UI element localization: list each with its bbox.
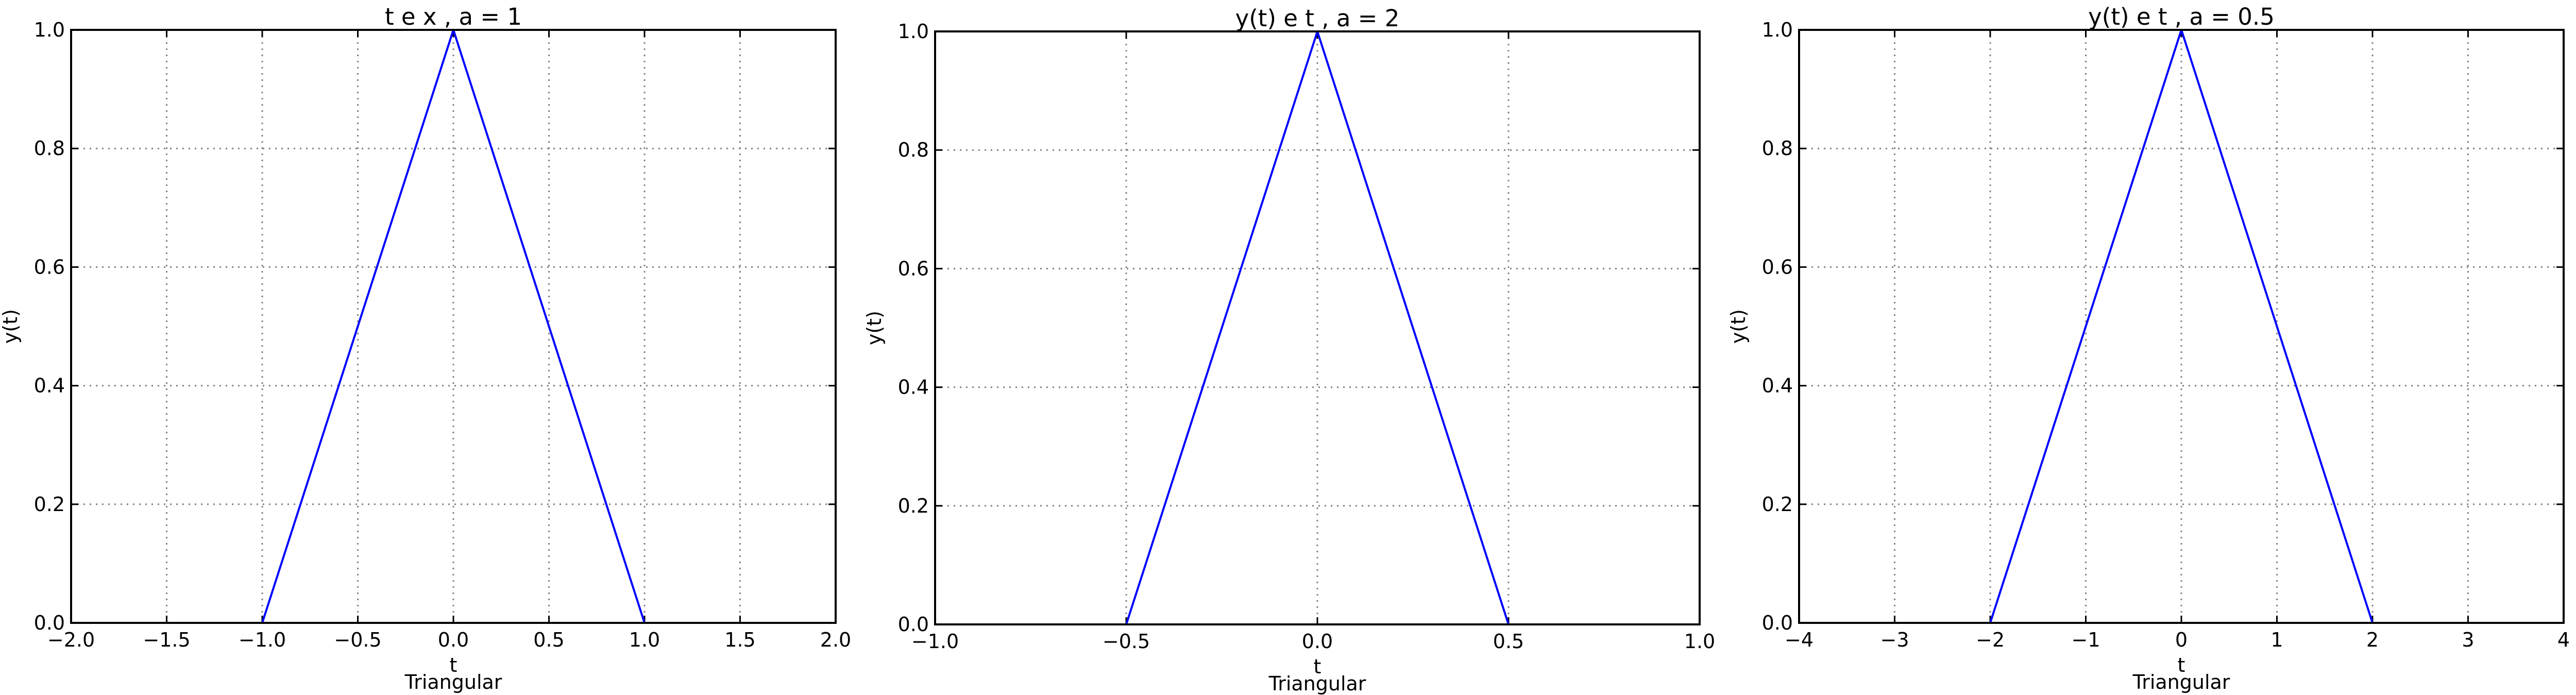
- x-tick-label: 0.0: [1302, 630, 1333, 653]
- y-tick-label: 1.0: [1762, 19, 1793, 41]
- y-axis-label: y(t): [0, 309, 22, 344]
- x-tick-label: 0.5: [1493, 630, 1524, 653]
- x-axis-label: t: [2178, 654, 2185, 676]
- x-tick-label: −2.0: [47, 629, 95, 651]
- y-tick-label: 0.2: [34, 493, 65, 516]
- x-tick-label: 1: [2270, 629, 2283, 651]
- x-tick-label: 1.0: [629, 629, 660, 651]
- y-tick-label: 0.6: [898, 257, 929, 280]
- x-tick-label: 0.0: [438, 629, 469, 651]
- chart-panels: −2.0 −1.5 −1.0 −0.5 0.0 0.5 1.0 1.5 2.0 0.0 0.2 0.4…: [0, 3, 2570, 695]
- chart-panel-2: −1.0 −0.5 0.0 0.5 1.0 0.0 0.2 0.4 0.6 0.8 1.0 y(t) …: [863, 5, 1715, 695]
- y-tick-label: 0.8: [1762, 137, 1793, 160]
- x-tick-label: 0: [2175, 629, 2188, 651]
- y-tick-label: 0.6: [1762, 256, 1793, 278]
- x-tick-label: 2.0: [820, 629, 851, 651]
- plot-frame: [70, 29, 837, 624]
- chart-title: y(t) e t , a = 2: [1235, 5, 1400, 32]
- x-axis-label: t: [1314, 655, 1321, 678]
- chart-panel-1: −2.0 −1.5 −1.0 −0.5 0.0 0.5 1.0 1.5 2.0 0.0 0.2 0.4…: [0, 3, 851, 693]
- x-tick-label: −2: [1976, 629, 2005, 651]
- x-tick-label: −1: [2071, 629, 2100, 651]
- x-tick-label: −0.5: [334, 629, 381, 651]
- y-tick-label: 0.4: [34, 375, 65, 397]
- y-tick-label: 0.8: [898, 139, 929, 161]
- x-tick-label: −1.0: [911, 630, 959, 653]
- x-axis-subtitle: Triangular: [404, 671, 502, 693]
- y-tick-label: 0.2: [898, 495, 929, 517]
- y-axis-label: y(t): [863, 311, 886, 345]
- x-tick-label: 3: [2462, 629, 2474, 651]
- y-tick-label: 0.0: [34, 612, 65, 634]
- y-tick-label: 0.6: [34, 256, 65, 278]
- x-axis-subtitle: Triangular: [1268, 672, 1366, 695]
- x-tick-label: −4: [1785, 629, 1814, 651]
- x-tick-label: −1.5: [143, 629, 190, 651]
- x-tick-label: −1.0: [239, 629, 286, 651]
- y-tick-label: 0.4: [898, 376, 929, 399]
- x-axis-subtitle: Triangular: [2132, 671, 2230, 693]
- x-tick-label: 0.5: [533, 629, 564, 651]
- y-tick-label: 0.4: [1762, 375, 1793, 397]
- y-tick-label: 0.0: [898, 613, 929, 636]
- plot-frame: [934, 30, 1701, 625]
- x-tick-label: −3: [1880, 629, 1909, 651]
- y-tick-label: 0.2: [1762, 493, 1793, 516]
- chart-title: t e x , a = 1: [385, 3, 522, 30]
- x-axis-label: t: [450, 654, 457, 676]
- chart-title: y(t) e t , a = 0.5: [2088, 3, 2275, 30]
- y-axis-label: y(t): [1727, 309, 1750, 344]
- plot-frame: [1798, 29, 2565, 624]
- x-tick-label: 2: [2366, 629, 2379, 651]
- x-tick-label: 1.0: [1684, 630, 1715, 653]
- x-tick-label: 4: [2557, 629, 2570, 651]
- x-tick-label: 1.5: [724, 629, 755, 651]
- y-tick-label: 0.8: [34, 137, 65, 160]
- y-tick-label: 0.0: [1762, 612, 1793, 634]
- y-tick-label: 1.0: [898, 20, 929, 43]
- y-tick-label: 1.0: [34, 19, 65, 41]
- chart-panel-3: −4 −3 −2 −1 0 1 2 3 4 0.0 0.2 0.4 0.6 0.8 1.0 y(t) e t …: [1727, 3, 2570, 693]
- x-tick-label: −0.5: [1103, 630, 1150, 653]
